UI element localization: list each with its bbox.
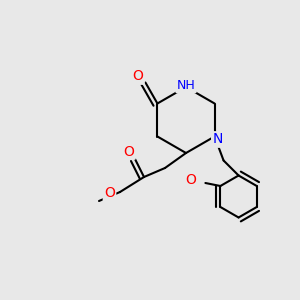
Text: O: O (133, 70, 143, 83)
Text: O: O (124, 145, 134, 158)
Text: N: N (212, 133, 223, 146)
Text: NH: NH (177, 79, 195, 92)
Text: O: O (185, 173, 196, 187)
Text: O: O (104, 187, 115, 200)
